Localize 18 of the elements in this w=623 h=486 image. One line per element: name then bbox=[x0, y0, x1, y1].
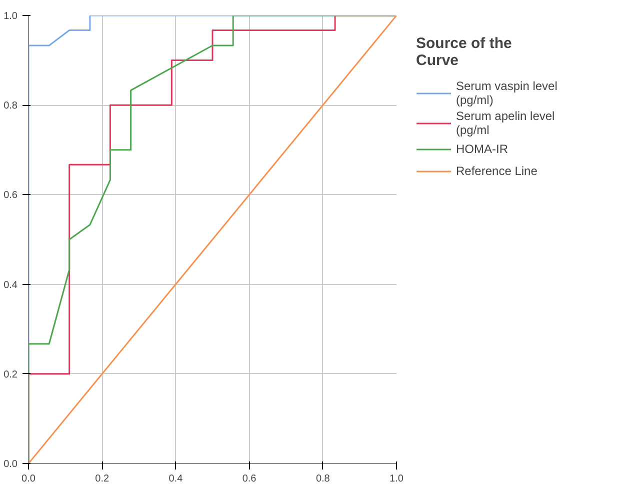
y-tick-label: 0.6 bbox=[4, 190, 18, 202]
x-tick-label: 0.4 bbox=[168, 474, 184, 484]
legend-label: Serum vaspin level (pg/ml) bbox=[456, 79, 558, 107]
x-tick-label: 0.8 bbox=[316, 474, 330, 484]
legend-label: Reference Line bbox=[456, 164, 538, 178]
x-tick-label: 0.2 bbox=[95, 474, 110, 484]
legend-label: Serum apelin level (pg/ml bbox=[456, 109, 555, 137]
y-tick-label: 0.2 bbox=[4, 369, 18, 380]
legend-title: Source of the Curve bbox=[416, 35, 513, 69]
x-tick-label: 0.0 bbox=[22, 474, 36, 484]
x-tick-label: 1.0 bbox=[390, 474, 404, 484]
line-series bbox=[28, 16, 396, 464]
legend-label: HOMA-IR bbox=[456, 142, 508, 156]
x-tick-label: 0.6 bbox=[242, 474, 257, 484]
y-tick-label: 1.0 bbox=[4, 11, 18, 22]
y-tick-label: 0.4 bbox=[4, 280, 18, 291]
y-tick-label: 0.0 bbox=[4, 459, 18, 470]
y-tick-label: 0.8 bbox=[4, 100, 18, 112]
